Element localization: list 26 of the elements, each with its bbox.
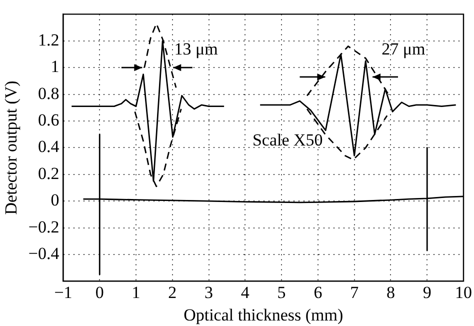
y-tick-label: 0 <box>50 190 60 210</box>
y-tick-label: 1.2 <box>38 30 60 50</box>
annotation: 13 μm <box>174 40 218 59</box>
x-tick-label: 1 <box>132 282 140 302</box>
x-tick-label: 7 <box>350 282 360 302</box>
annotation: 27 μm <box>382 40 426 59</box>
y-tick-label: 0.4 <box>38 137 60 156</box>
x-tick-label: 9 <box>422 282 432 302</box>
y-axis-title: Detector output (V) <box>2 80 21 215</box>
y-tick-label: 0.2 <box>38 164 60 183</box>
x-tick-label: 5 <box>277 282 286 302</box>
x-tick-label: −1 <box>54 282 72 302</box>
annotation: Scale X50 <box>252 130 323 150</box>
x-tick-label: 8 <box>386 282 395 302</box>
x-tick-label: 6 <box>314 282 322 302</box>
y-tick-label: 0.6 <box>38 110 60 130</box>
x-tick-label: 2 <box>168 282 177 302</box>
x-tick-label: 3 <box>204 282 214 302</box>
y-tick-label: −0.2 <box>28 217 60 236</box>
x-axis-title: Optical thickness (mm) <box>184 305 344 324</box>
y-tick-label: −0.4 <box>28 244 60 263</box>
x-tick-label: 10 <box>455 282 472 302</box>
x-tick-label: 0 <box>95 282 104 302</box>
x-tick-label: 4 <box>240 282 250 302</box>
y-tick-label: 0.8 <box>38 84 60 103</box>
y-tick-label: 1 <box>50 57 60 76</box>
